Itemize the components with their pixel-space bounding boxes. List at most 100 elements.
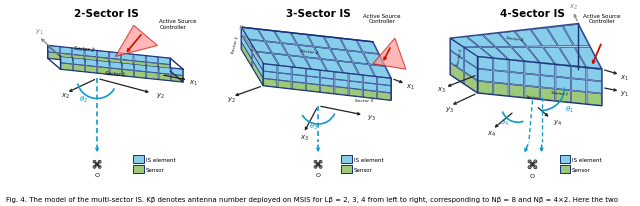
Polygon shape: [253, 62, 263, 85]
Polygon shape: [85, 57, 96, 64]
Polygon shape: [324, 38, 346, 50]
Polygon shape: [292, 34, 313, 47]
Text: Sensor: Sensor: [145, 167, 164, 172]
Text: Sector 2: Sector 2: [300, 49, 318, 55]
Text: $\theta_1$: $\theta_1$: [565, 105, 574, 115]
Polygon shape: [509, 73, 524, 86]
Text: $x_1$: $x_1$: [406, 82, 415, 91]
Polygon shape: [509, 61, 524, 74]
Polygon shape: [478, 82, 493, 95]
Polygon shape: [348, 52, 368, 64]
Polygon shape: [122, 64, 134, 71]
Polygon shape: [109, 59, 121, 66]
Polygon shape: [147, 66, 158, 73]
Polygon shape: [242, 36, 252, 60]
Polygon shape: [172, 69, 182, 76]
Text: O: O: [530, 173, 535, 178]
Polygon shape: [292, 75, 305, 83]
Polygon shape: [275, 32, 296, 45]
Circle shape: [96, 163, 99, 166]
Polygon shape: [315, 48, 336, 61]
FancyBboxPatch shape: [559, 165, 570, 173]
Polygon shape: [357, 41, 378, 54]
Polygon shape: [544, 48, 570, 66]
Polygon shape: [241, 28, 263, 86]
Text: Sector 1: Sector 1: [551, 91, 568, 96]
Polygon shape: [159, 58, 170, 65]
Polygon shape: [349, 82, 362, 90]
Polygon shape: [335, 80, 348, 88]
Polygon shape: [307, 77, 319, 85]
Polygon shape: [572, 79, 586, 92]
Polygon shape: [465, 61, 477, 81]
Polygon shape: [98, 61, 109, 68]
Polygon shape: [146, 57, 157, 64]
Polygon shape: [556, 66, 570, 78]
Polygon shape: [378, 92, 390, 101]
Polygon shape: [257, 53, 278, 66]
Polygon shape: [451, 38, 479, 48]
Polygon shape: [308, 36, 329, 49]
Polygon shape: [515, 31, 541, 47]
Polygon shape: [263, 64, 391, 101]
FancyBboxPatch shape: [559, 155, 570, 163]
Polygon shape: [364, 76, 376, 84]
Text: $y_4$: $y_4$: [552, 118, 562, 128]
Polygon shape: [477, 57, 602, 106]
Polygon shape: [278, 74, 291, 82]
Polygon shape: [364, 83, 376, 91]
Polygon shape: [48, 46, 170, 72]
Polygon shape: [373, 39, 406, 70]
Polygon shape: [48, 53, 60, 60]
Polygon shape: [321, 71, 334, 80]
Text: $x_2$: $x_2$: [237, 24, 246, 33]
Polygon shape: [494, 84, 508, 96]
Polygon shape: [122, 54, 133, 61]
Polygon shape: [289, 56, 310, 69]
Polygon shape: [465, 49, 477, 68]
Polygon shape: [483, 34, 510, 47]
Circle shape: [317, 163, 319, 166]
Polygon shape: [349, 89, 362, 97]
Polygon shape: [73, 65, 84, 72]
Polygon shape: [73, 49, 84, 56]
Polygon shape: [110, 69, 122, 76]
Polygon shape: [450, 39, 477, 94]
Polygon shape: [250, 41, 271, 54]
Text: $x_1$: $x_1$: [189, 78, 198, 88]
Polygon shape: [341, 40, 362, 52]
Polygon shape: [587, 69, 602, 81]
Text: Sector: Sector: [525, 95, 540, 100]
Text: $\theta_4$: $\theta_4$: [500, 117, 509, 128]
Text: $x_3$: $x_3$: [300, 133, 309, 142]
Polygon shape: [134, 62, 145, 69]
Polygon shape: [278, 81, 291, 89]
Text: $y_1$: $y_1$: [620, 89, 629, 98]
Polygon shape: [525, 75, 539, 87]
Polygon shape: [481, 48, 508, 60]
Polygon shape: [575, 48, 601, 69]
Polygon shape: [349, 75, 362, 83]
Polygon shape: [451, 64, 463, 84]
FancyBboxPatch shape: [342, 165, 352, 173]
Text: $x_1$: $x_1$: [620, 73, 629, 82]
Text: $y_2$: $y_2$: [227, 95, 236, 104]
Polygon shape: [587, 81, 602, 94]
Text: Active Source
Controller: Active Source Controller: [583, 13, 621, 24]
Text: Sensor: Sensor: [354, 167, 372, 172]
Text: Fig. 4. The model of the multi-sector IS. Kβ denotes antenna number deployed on : Fig. 4. The model of the multi-sector IS…: [6, 196, 618, 202]
Polygon shape: [467, 36, 494, 48]
Polygon shape: [159, 64, 170, 71]
Polygon shape: [525, 62, 539, 75]
Polygon shape: [282, 44, 303, 57]
Polygon shape: [450, 24, 602, 70]
Text: Active Source
Controller: Active Source Controller: [159, 19, 196, 30]
Polygon shape: [298, 46, 319, 59]
Text: $y_3$: $y_3$: [367, 113, 376, 122]
Polygon shape: [97, 58, 109, 65]
Polygon shape: [451, 52, 463, 71]
Text: $x_2$: $x_2$: [569, 3, 578, 12]
Circle shape: [531, 163, 534, 166]
Polygon shape: [540, 64, 555, 77]
Polygon shape: [556, 90, 570, 103]
